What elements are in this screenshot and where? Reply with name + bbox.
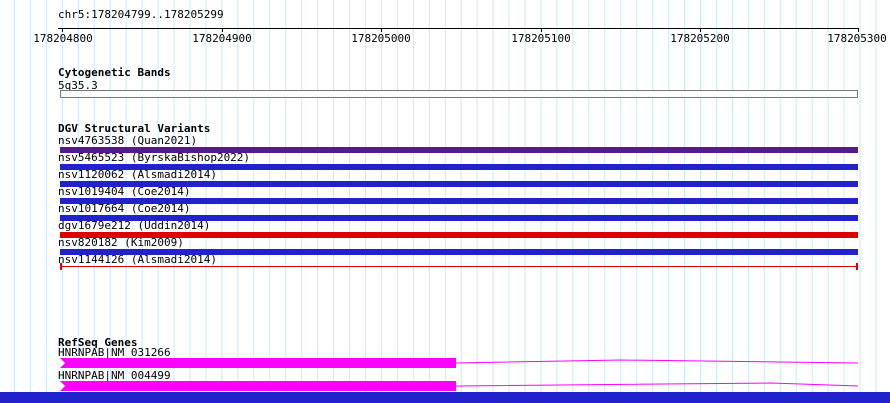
ruler-label: 178205100 (511, 32, 571, 45)
variant-bar[interactable] (60, 147, 858, 153)
gene-intron-line (456, 359, 858, 364)
variant-line-rule (60, 266, 858, 267)
ruler-label: 178205000 (351, 32, 411, 45)
ruler-label: 178205200 (670, 32, 730, 45)
variant-label[interactable]: nsv820182 (Kim2009) (58, 236, 184, 249)
variant-label[interactable]: nsv4763538 (Quan2021) (58, 134, 198, 147)
cytobands-track-title: Cytogenetic Bands (58, 66, 171, 79)
strand-arrow-icon (60, 358, 65, 368)
variant-bar[interactable] (60, 198, 858, 204)
variant-bar[interactable] (60, 164, 858, 170)
gene-exon-box (60, 358, 456, 368)
gene-label[interactable]: HNRNPAB|NM_004499 (58, 369, 171, 382)
variant-bar[interactable] (60, 215, 858, 221)
gene-intron-line (456, 382, 858, 387)
cytoband-label: 5q35.3 (58, 79, 98, 92)
variant-label[interactable]: nsv5465523 (ByrskaBishop2022) (58, 151, 251, 164)
variant-bar[interactable] (60, 232, 858, 238)
variant-label[interactable]: nsv1144126 (Alsmadi2014) (58, 253, 217, 266)
variant-label[interactable]: dgv1679e212 (Uddin2014) (58, 219, 211, 232)
ruler-tick (858, 28, 859, 32)
gene-exon-box (60, 381, 456, 391)
cytoband-glyph (60, 90, 858, 98)
gene-label[interactable]: HNRNPAB|NM_031266 (58, 346, 171, 359)
ruler-tick (62, 28, 63, 32)
ruler-label: 178204800 (33, 32, 93, 45)
ruler-tick (381, 28, 382, 32)
variant-label[interactable]: nsv1120062 (Alsmadi2014) (58, 168, 217, 181)
refseq-track-title: RefSeq Genes (58, 336, 138, 349)
variant-bar[interactable] (60, 181, 858, 187)
ruler-tick (222, 28, 223, 32)
variant-label[interactable]: nsv1017664 (Coe2014) (58, 202, 191, 215)
ruler-label: 178204900 (192, 32, 252, 45)
dgv-track-title: DGV Structural Variants (58, 122, 211, 135)
ruler-axis (58, 28, 858, 29)
variant-line[interactable] (60, 263, 858, 270)
strand-arrow-icon (60, 381, 65, 391)
variant-line-endcap (856, 263, 858, 270)
grid-lines (0, 0, 890, 392)
region-label: chr5:178204799..178205299 (58, 8, 224, 21)
variant-bar[interactable] (60, 249, 858, 255)
ruler-label: 178205300 (827, 32, 887, 45)
gene-structure[interactable] (60, 358, 858, 368)
ruler-tick (541, 28, 542, 32)
variant-label[interactable]: nsv1019404 (Coe2014) (58, 185, 191, 198)
gene-structure[interactable] (60, 381, 858, 391)
ruler-tick (700, 28, 701, 32)
bottom-track-bar (0, 392, 890, 403)
